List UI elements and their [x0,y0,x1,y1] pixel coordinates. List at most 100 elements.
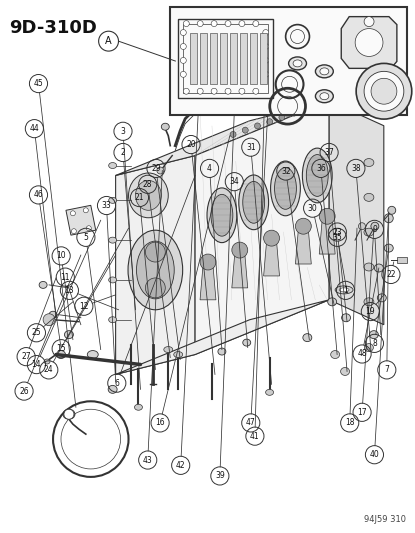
Circle shape [181,71,186,77]
Ellipse shape [128,230,183,310]
Bar [220,33,227,84]
Ellipse shape [56,351,66,359]
Ellipse shape [129,173,168,218]
Ellipse shape [49,311,57,318]
Polygon shape [341,17,397,68]
Text: 9: 9 [372,225,377,234]
Ellipse shape [384,244,393,252]
Ellipse shape [341,367,349,375]
Text: 18: 18 [345,418,354,427]
Bar [260,33,267,84]
Circle shape [254,123,261,129]
Ellipse shape [281,91,293,101]
Bar [230,33,237,84]
Text: 13: 13 [65,286,74,295]
Circle shape [356,63,412,119]
Ellipse shape [236,94,254,108]
Text: 42: 42 [176,461,186,470]
Ellipse shape [384,214,393,223]
Ellipse shape [364,344,374,352]
Text: 35: 35 [332,233,342,242]
Ellipse shape [339,288,349,292]
Ellipse shape [200,254,216,270]
Ellipse shape [109,163,117,168]
Ellipse shape [211,195,233,236]
Text: 14: 14 [32,360,41,369]
Polygon shape [329,101,384,325]
Ellipse shape [364,158,374,166]
Ellipse shape [87,351,98,359]
Circle shape [263,44,269,50]
Circle shape [197,21,203,27]
Circle shape [291,110,297,116]
Text: 11: 11 [61,272,70,281]
Ellipse shape [319,208,335,224]
Circle shape [181,58,186,63]
Text: 94J59 310: 94J59 310 [364,515,406,523]
Circle shape [43,314,55,326]
Ellipse shape [331,351,339,359]
Text: 22: 22 [386,270,395,279]
Text: 9D-310D: 9D-310D [9,19,97,37]
Text: 40: 40 [370,450,379,459]
Circle shape [230,132,236,138]
Text: 27: 27 [21,352,31,361]
Text: 25: 25 [32,328,41,337]
Circle shape [364,71,404,111]
Text: 20: 20 [186,140,196,149]
Circle shape [181,44,186,50]
Ellipse shape [288,57,307,70]
Bar [183,23,268,93]
Polygon shape [195,101,329,354]
Bar [210,33,217,84]
Ellipse shape [266,389,273,395]
Circle shape [364,17,374,27]
Circle shape [211,21,217,27]
Bar [171,7,408,115]
Ellipse shape [271,161,300,216]
Text: 31: 31 [246,143,256,152]
Text: 28: 28 [143,180,152,189]
Ellipse shape [39,281,47,288]
Polygon shape [116,156,195,375]
Ellipse shape [135,181,161,211]
Text: 6: 6 [115,378,119,387]
Ellipse shape [63,409,75,419]
Circle shape [239,21,245,27]
Text: 5: 5 [83,233,88,242]
Text: 3: 3 [120,127,125,136]
Polygon shape [66,205,96,235]
Text: 48: 48 [357,350,367,359]
Text: 8: 8 [372,339,377,348]
Ellipse shape [303,334,312,342]
Circle shape [83,208,88,213]
Text: 39: 39 [215,471,225,480]
Text: 15: 15 [56,344,66,353]
Text: 17: 17 [357,408,367,417]
Bar [190,33,197,84]
Ellipse shape [293,60,302,67]
Text: 19: 19 [366,307,375,316]
Text: 23: 23 [332,228,342,237]
Polygon shape [200,265,216,300]
Ellipse shape [371,222,379,230]
Ellipse shape [295,218,311,234]
Bar [250,33,257,84]
Ellipse shape [164,346,173,352]
Ellipse shape [320,93,329,100]
Polygon shape [116,101,329,175]
Circle shape [303,106,309,112]
Text: 4: 4 [207,164,212,173]
Bar [240,33,247,84]
Circle shape [315,102,322,108]
Ellipse shape [364,228,374,236]
Ellipse shape [369,330,378,338]
Circle shape [253,88,259,94]
Ellipse shape [109,237,117,243]
Bar [200,33,207,84]
Circle shape [371,78,397,104]
Circle shape [239,88,245,94]
Ellipse shape [364,298,374,306]
Ellipse shape [157,167,164,174]
Ellipse shape [243,181,265,223]
